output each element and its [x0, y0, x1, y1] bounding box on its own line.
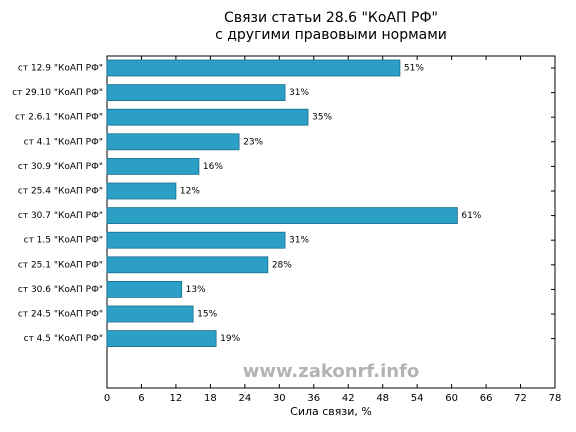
x-tick-label: 42 — [342, 393, 355, 404]
value-label: 35% — [312, 113, 332, 123]
value-label: 12% — [180, 187, 200, 197]
y-tick-label: ст 4.5 "КоАП РФ" — [24, 334, 103, 344]
bar — [106, 280, 183, 298]
value-label: 51% — [404, 64, 424, 74]
x-tick-label: 30 — [273, 393, 286, 404]
x-tick-label: 18 — [204, 393, 217, 404]
y-tick-label: ст 1.5 "КоАП РФ" — [24, 236, 103, 246]
chart-title: Связи статьи 28.6 "КоАП РФ" — [224, 10, 438, 26]
bar — [106, 330, 217, 348]
bar — [106, 231, 286, 249]
value-label: 31% — [289, 88, 309, 98]
bar — [106, 256, 269, 274]
y-tick-label: ст 24.5 "КоАП РФ" — [18, 310, 103, 320]
bar — [106, 207, 458, 225]
x-tick-label: 24 — [238, 393, 251, 404]
bar — [106, 108, 309, 126]
y-tick-label: ст 25.4 "КоАП РФ" — [18, 187, 103, 197]
x-tick-label: 54 — [411, 393, 424, 404]
x-tick-label: 6 — [138, 393, 144, 404]
y-tick-label: ст 2.6.1 "КоАП РФ" — [15, 113, 103, 123]
value-label: 15% — [197, 310, 217, 320]
y-tick-label: ст 12.9 "КоАП РФ" — [18, 64, 103, 74]
y-tick-label: ст 30.7 "КоАП РФ" — [18, 211, 103, 221]
value-label: 19% — [220, 334, 240, 344]
watermark: www.zakonrf.info — [243, 361, 420, 382]
bar — [106, 305, 194, 323]
bar — [106, 84, 286, 101]
value-label: 13% — [186, 285, 206, 295]
x-axis-label: Сила связи, % — [290, 405, 372, 418]
x-tick-label: 66 — [480, 393, 493, 404]
value-label: 23% — [243, 137, 263, 147]
x-tick-label: 12 — [170, 393, 183, 404]
y-tick-label: ст 30.6 "КоАП РФ" — [18, 285, 103, 295]
y-tick-label: ст 29.10 "КоАП РФ" — [12, 88, 103, 98]
bar — [106, 133, 240, 151]
x-tick-label: 0 — [104, 393, 110, 404]
value-label: 31% — [289, 236, 309, 246]
x-tick-label: 78 — [549, 393, 562, 404]
x-tick-label: 60 — [445, 393, 458, 404]
bar — [106, 157, 200, 175]
y-tick-label: ст 25.1 "КоАП РФ" — [18, 260, 103, 270]
value-label: 61% — [461, 211, 481, 221]
x-tick-label: 36 — [307, 393, 320, 404]
y-tick-label: ст 4.1 "КоАП РФ" — [24, 137, 103, 147]
value-label: 16% — [203, 162, 223, 172]
value-label: 28% — [272, 260, 292, 270]
x-tick-label: 48 — [376, 393, 389, 404]
x-tick-label: 72 — [514, 393, 527, 404]
bar — [106, 59, 401, 77]
y-tick-label: ст 30.9 "КоАП РФ" — [18, 162, 103, 172]
bar — [106, 182, 177, 200]
chart-subtitle: с другими правовыми нормами — [215, 27, 447, 43]
